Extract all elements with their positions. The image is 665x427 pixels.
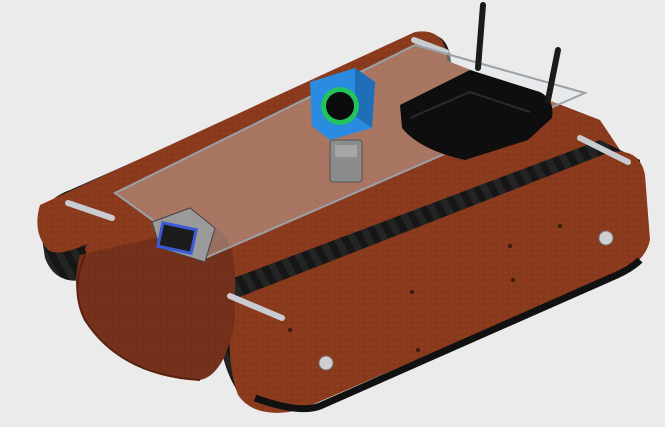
front-nose-panel [76, 225, 235, 380]
router-box [400, 70, 553, 160]
front-sensor [151, 207, 216, 263]
right-track-bottom [253, 257, 643, 413]
camera-lens [326, 92, 354, 120]
axles [65, 37, 631, 321]
right-side-panel [229, 151, 651, 413]
camera-module [310, 68, 375, 140]
panel-bolt-front [318, 355, 334, 371]
panel-bolt-rear [598, 230, 614, 246]
antennas [475, 2, 561, 103]
